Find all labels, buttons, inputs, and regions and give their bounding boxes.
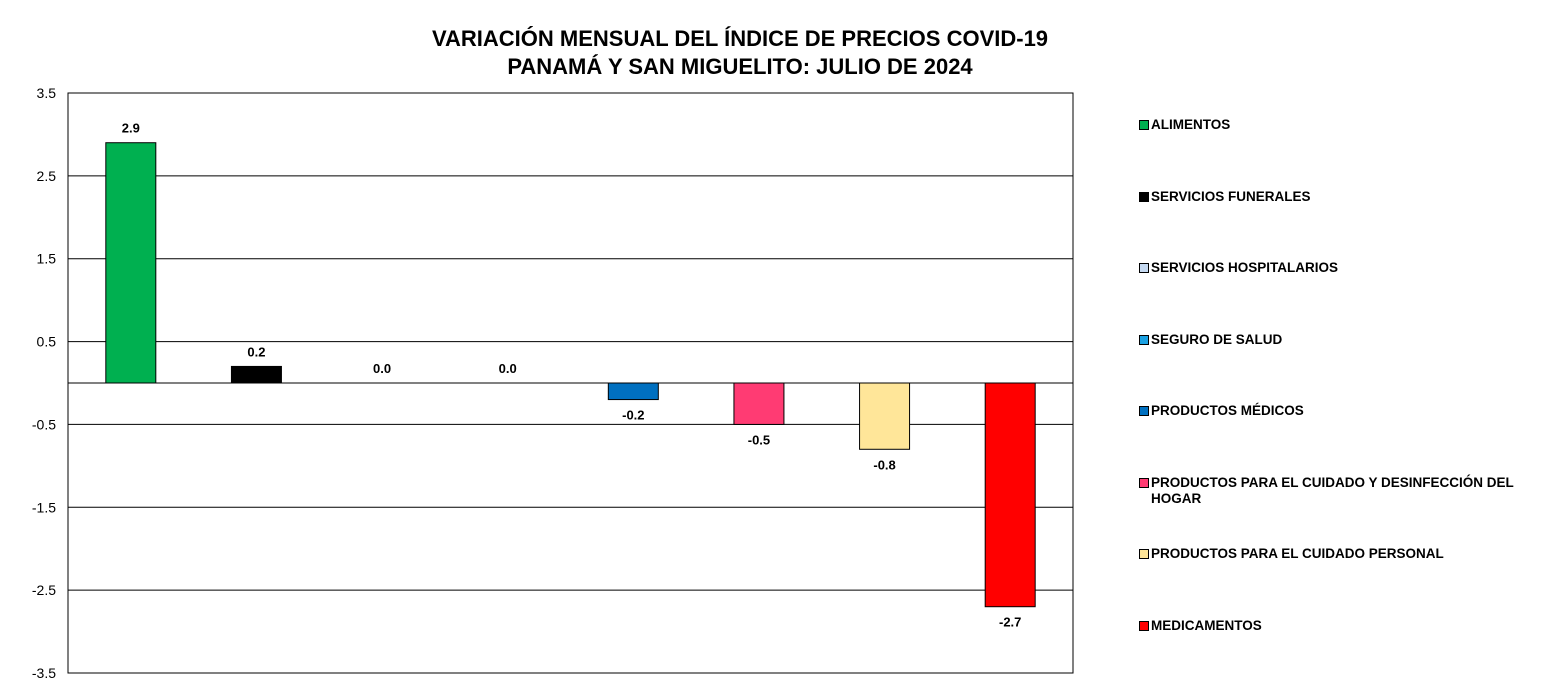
y-tick-label: -1.5	[32, 499, 56, 515]
bar	[859, 382, 911, 450]
bar	[984, 382, 1036, 608]
legend-item: ALIMENTOS	[1139, 117, 1529, 133]
legend-label: SEGURO DE SALUD	[1151, 331, 1283, 347]
data-label: 0.0	[373, 361, 391, 376]
legend-swatch	[1139, 406, 1149, 416]
y-tick-label: -2.5	[32, 582, 56, 598]
bar	[733, 382, 785, 425]
legend-swatch	[1139, 549, 1149, 559]
legend-swatch	[1139, 191, 1149, 202]
y-tick-label: 0.5	[37, 334, 57, 350]
legend-label: MEDICAMENTOS	[1151, 617, 1262, 633]
chart-title-line-2: PANAMÁ Y SAN MIGUELITO: JULIO DE 2024	[507, 54, 973, 79]
legend-item: PRODUCTOS MÉDICOS	[1139, 403, 1529, 419]
y-tick-label: 1.5	[37, 251, 57, 267]
legend-item: SERVICIOS FUNERALES	[1139, 189, 1529, 205]
data-label: -0.5	[748, 432, 770, 447]
bar	[230, 365, 282, 384]
data-label: 0.0	[499, 361, 517, 376]
legend-item: PRODUCTOS PARA EL CUIDADO Y DESINFECCIÓN…	[1139, 475, 1529, 507]
legend-item: SEGURO DE SALUD	[1139, 332, 1529, 348]
y-tick-label: -3.5	[32, 665, 56, 681]
y-tick-label: -0.5	[32, 416, 56, 432]
legend-label: PRODUCTOS MÉDICOS	[1151, 403, 1304, 418]
chart-title-line-1: VARIACIÓN MENSUAL DEL ÍNDICE DE PRECIOS …	[432, 26, 1048, 51]
y-tick-label: 2.5	[37, 168, 57, 184]
legend-swatch	[1139, 120, 1149, 130]
bar	[607, 382, 659, 401]
data-label: 2.9	[122, 121, 140, 136]
legend-label: SERVICIOS FUNERALES	[1151, 188, 1311, 204]
legend-label: PRODUCTOS PARA EL CUIDADO Y DESINFECCIÓN…	[1151, 474, 1514, 506]
legend-swatch	[1139, 334, 1149, 345]
data-label: 0.2	[247, 344, 265, 359]
legend-item: PRODUCTOS PARA EL CUIDADO PERSONAL	[1139, 546, 1529, 562]
legend-label: PRODUCTOS PARA EL CUIDADO PERSONAL	[1151, 546, 1444, 561]
bar	[105, 142, 157, 384]
y-tick-label: 3.5	[37, 85, 57, 101]
legend-swatch	[1139, 620, 1149, 631]
legend-label: SERVICIOS HOSPITALARIOS	[1151, 260, 1339, 275]
legend-swatch	[1139, 263, 1149, 273]
data-label: -2.7	[999, 615, 1021, 630]
legend-item: SERVICIOS HOSPITALARIOS	[1139, 260, 1529, 276]
data-label: -0.2	[622, 408, 644, 423]
legend-item: MEDICAMENTOS	[1139, 618, 1529, 634]
legend-label: ALIMENTOS	[1151, 117, 1231, 132]
data-label: -0.8	[873, 457, 895, 472]
legend-swatch	[1139, 477, 1149, 488]
